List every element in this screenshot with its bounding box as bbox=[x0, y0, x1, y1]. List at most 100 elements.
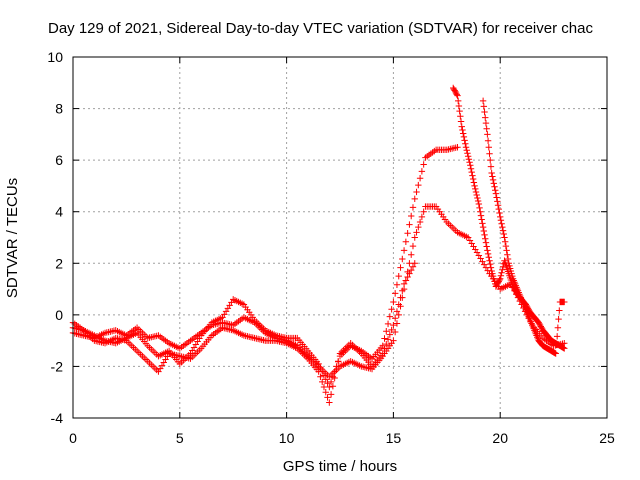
y-tick-label: 8 bbox=[55, 101, 63, 117]
series-track-b bbox=[70, 203, 568, 380]
data-point bbox=[472, 186, 478, 192]
data-point bbox=[492, 187, 498, 193]
data-point bbox=[496, 206, 502, 212]
data-point bbox=[485, 138, 491, 144]
x-axis-label: GPS time / hours bbox=[283, 458, 397, 475]
data-point bbox=[410, 204, 416, 210]
data-point bbox=[480, 98, 486, 104]
data-point bbox=[474, 195, 480, 201]
y-tick-label: -4 bbox=[51, 410, 64, 426]
y-tick-label: 10 bbox=[47, 49, 63, 65]
data-point bbox=[404, 230, 410, 236]
data-point bbox=[455, 98, 461, 104]
data-point bbox=[499, 224, 505, 230]
data-point bbox=[482, 236, 488, 242]
data-points bbox=[70, 85, 568, 406]
data-point bbox=[488, 170, 494, 176]
data-point bbox=[403, 239, 409, 245]
data-point bbox=[503, 243, 509, 249]
data-point bbox=[381, 335, 387, 341]
chart-title: Day 129 of 2021, Sidereal Day-to-day VTE… bbox=[48, 20, 593, 37]
data-point bbox=[420, 161, 426, 167]
data-point bbox=[465, 153, 471, 159]
y-axis-label: SDTVAR / TECUs bbox=[4, 178, 21, 298]
data-point bbox=[399, 256, 405, 262]
data-point bbox=[555, 316, 561, 322]
data-point bbox=[490, 177, 496, 183]
data-point bbox=[481, 109, 487, 115]
data-point bbox=[479, 220, 485, 226]
data-point bbox=[387, 313, 393, 319]
data-point bbox=[487, 157, 493, 163]
data-point bbox=[484, 131, 490, 137]
data-point bbox=[466, 156, 472, 162]
sdtvar-chart: Day 129 of 2021, Sidereal Day-to-day VTE… bbox=[0, 0, 640, 480]
data-point bbox=[478, 212, 484, 218]
data-point bbox=[415, 182, 421, 188]
data-point bbox=[470, 176, 476, 182]
data-point bbox=[392, 290, 398, 296]
data-point bbox=[410, 243, 416, 249]
y-tick-label: 6 bbox=[55, 152, 63, 168]
data-point bbox=[464, 150, 470, 156]
data-point bbox=[480, 224, 486, 230]
data-point bbox=[481, 103, 487, 109]
data-point bbox=[396, 273, 402, 279]
data-point bbox=[496, 210, 502, 216]
data-point bbox=[556, 307, 562, 313]
data-point bbox=[459, 127, 465, 133]
data-point bbox=[469, 169, 475, 175]
data-point bbox=[413, 189, 419, 195]
data-point bbox=[500, 227, 506, 233]
data-point bbox=[476, 201, 482, 207]
x-tick-label: 0 bbox=[69, 430, 77, 446]
data-point bbox=[503, 247, 509, 253]
data-point bbox=[481, 228, 487, 234]
data-point bbox=[385, 321, 391, 327]
data-point bbox=[467, 162, 473, 168]
data-point bbox=[498, 217, 504, 223]
data-point bbox=[491, 180, 497, 186]
data-point bbox=[394, 282, 400, 288]
data-point bbox=[461, 134, 467, 140]
data-point bbox=[486, 150, 492, 156]
data-point bbox=[464, 147, 470, 153]
data-point bbox=[468, 166, 474, 172]
data-point bbox=[485, 251, 491, 257]
data-point bbox=[494, 198, 500, 204]
y-tick-label: -2 bbox=[51, 358, 64, 374]
data-point bbox=[469, 172, 475, 178]
data-point bbox=[477, 209, 483, 215]
data-point bbox=[501, 234, 507, 240]
data-point bbox=[406, 221, 412, 227]
data-point bbox=[458, 118, 464, 124]
data-point bbox=[484, 247, 490, 253]
y-tick-label: 4 bbox=[55, 204, 63, 220]
data-point bbox=[486, 144, 492, 150]
y-tick-label: 0 bbox=[55, 307, 63, 323]
data-point bbox=[457, 113, 463, 119]
series-track-a bbox=[70, 144, 461, 390]
data-point bbox=[498, 221, 504, 227]
data-point bbox=[483, 126, 489, 132]
data-point bbox=[555, 325, 561, 331]
series-track-e bbox=[480, 98, 568, 357]
data-point bbox=[401, 247, 407, 253]
data-point bbox=[417, 175, 423, 181]
data-point bbox=[408, 251, 414, 257]
data-point bbox=[491, 184, 497, 190]
data-point bbox=[474, 192, 480, 198]
data-point bbox=[483, 120, 489, 126]
series-track-d bbox=[450, 85, 567, 352]
data-point bbox=[383, 328, 389, 334]
data-point bbox=[483, 243, 489, 249]
data-point bbox=[504, 251, 510, 257]
data-point bbox=[466, 159, 472, 165]
data-point bbox=[461, 137, 467, 143]
data-point bbox=[482, 114, 488, 120]
data-point bbox=[419, 168, 425, 174]
data-point bbox=[488, 163, 494, 169]
data-point bbox=[486, 254, 492, 260]
data-point bbox=[486, 258, 492, 264]
x-tick-label: 5 bbox=[176, 430, 184, 446]
